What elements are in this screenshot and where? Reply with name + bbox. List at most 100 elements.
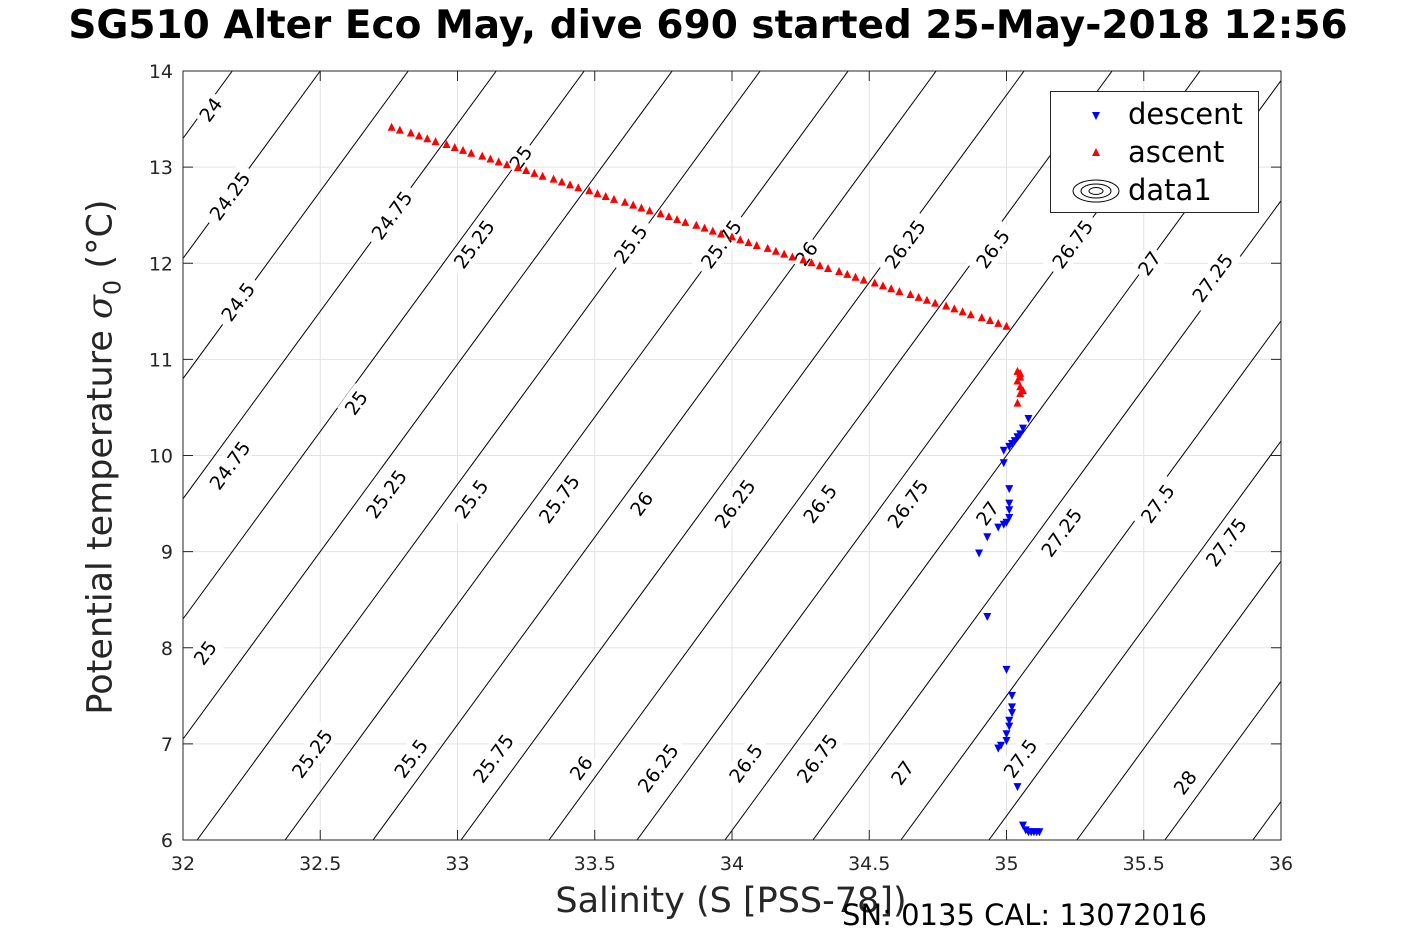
series-ascent <box>387 122 1027 407</box>
ascent-point <box>538 171 547 180</box>
y-tick-label: 12 <box>149 253 173 275</box>
ascent-point <box>387 122 396 131</box>
contour-label-bg <box>875 209 935 279</box>
descent-point <box>1007 691 1016 700</box>
contour-label-bg <box>966 219 1019 279</box>
descent-point <box>1005 513 1014 522</box>
contour-label-bg <box>604 214 657 274</box>
x-tick-label: 32.5 <box>299 853 341 875</box>
contour-label-bg <box>787 724 847 793</box>
ascent-point <box>431 137 440 146</box>
ascent-point <box>728 232 736 241</box>
contour-label-bg <box>444 209 504 279</box>
descent-point <box>1013 783 1022 792</box>
ascent-point <box>673 215 682 224</box>
legend-item-descent: descent <box>1051 98 1258 134</box>
contour-label-bg <box>384 729 437 788</box>
serial-calibration-note: SN: 0135 CAL: 13072016 <box>842 898 1207 932</box>
ascent-point <box>549 174 558 183</box>
legend-item-data1: data1 <box>1051 174 1258 210</box>
ascent-point <box>700 223 709 232</box>
ascent-point <box>423 134 432 143</box>
ascent-point <box>593 189 602 198</box>
ascent-point <box>467 148 476 157</box>
contour-label-bg <box>1166 762 1204 802</box>
x-tick-label: 36 <box>1269 853 1293 875</box>
ascent-point <box>958 307 967 316</box>
x-tick-label: 35.5 <box>1123 853 1165 875</box>
ascent-point <box>395 125 404 134</box>
ascent-point <box>664 212 673 221</box>
descent-point <box>1007 709 1016 718</box>
x-tick-label: 34 <box>720 853 744 875</box>
ascent-point <box>736 235 745 244</box>
isopycnal-line <box>284 71 849 840</box>
x-tick-label: 35 <box>994 853 1018 875</box>
descent-point <box>1005 506 1014 515</box>
ascent-point <box>763 243 772 252</box>
ascent-point <box>1013 398 1022 407</box>
descent-marker-icon <box>1092 112 1100 120</box>
ascent-point <box>887 284 896 293</box>
descent-point <box>1035 828 1044 837</box>
ascent-point <box>942 301 951 310</box>
y-axis-unit: (°C) <box>80 199 121 269</box>
descent-point <box>994 744 1003 753</box>
ascent-point <box>502 160 511 169</box>
ascent-point <box>620 197 629 206</box>
contour-label-bg <box>1131 474 1184 533</box>
contour-label-bg <box>501 138 540 177</box>
descent-point <box>983 612 992 621</box>
contour-label-bg <box>705 469 765 538</box>
ascent-point <box>557 177 566 186</box>
sigma-symbol: σ <box>80 295 121 319</box>
ascent-point <box>574 183 583 192</box>
ascent-point <box>931 298 940 307</box>
y-tick-label: 13 <box>149 157 173 179</box>
descent-point <box>999 459 1008 468</box>
contour-label-bg <box>968 493 1006 533</box>
isopycnal-line <box>1076 560 1281 840</box>
contour-label-bg <box>463 724 523 793</box>
ascent-point <box>1016 389 1025 398</box>
ascent-point <box>406 128 415 137</box>
ascent-point <box>1013 376 1022 385</box>
contour-label-bg <box>186 633 224 672</box>
ascent-point <box>807 258 816 267</box>
y-tick-label: 14 <box>149 61 173 83</box>
ascent-point <box>986 315 995 324</box>
ascent-point <box>450 142 459 151</box>
contour-label-bg <box>362 181 422 250</box>
ascent-point <box>752 240 761 249</box>
x-axis-label: Salinity (S [PSS-78]) <box>555 881 907 921</box>
ascent-point <box>656 209 665 218</box>
isopycnal-line <box>183 71 585 620</box>
ascent-point <box>977 313 986 322</box>
descent-point <box>1018 424 1027 433</box>
ascent-point <box>585 186 594 195</box>
descent-point <box>983 533 992 542</box>
ascent-point <box>601 191 610 200</box>
ascent-point <box>851 272 860 281</box>
descent-point <box>1002 730 1011 739</box>
x-tick-label: 33 <box>445 853 469 875</box>
x-tick-label: 33.5 <box>574 853 616 875</box>
contour-label-bg <box>356 459 416 529</box>
ascent-point <box>870 278 879 287</box>
ascent-point <box>906 290 915 299</box>
ascent-point <box>566 180 575 189</box>
sigma-subscript: 0 <box>98 279 127 296</box>
y-tick-label: 7 <box>161 734 173 756</box>
axis-ticks: 32 32.5 33 33.5 34 34.5 35 35.5 36 6 7 8 9 10 11 12 13 14 <box>149 61 1293 875</box>
descent-point <box>1005 716 1014 725</box>
contour-label-bg <box>191 90 230 129</box>
isopycnal-line <box>988 440 1281 840</box>
descent-point <box>1007 703 1016 712</box>
x-tick-label: 32 <box>171 853 195 875</box>
descent-point <box>1005 442 1014 451</box>
ascent-point <box>744 238 753 247</box>
ascent-point <box>717 229 726 238</box>
ascent-point <box>522 166 531 175</box>
isopycnal-line <box>460 71 1025 840</box>
isopycnal-line <box>196 71 761 840</box>
